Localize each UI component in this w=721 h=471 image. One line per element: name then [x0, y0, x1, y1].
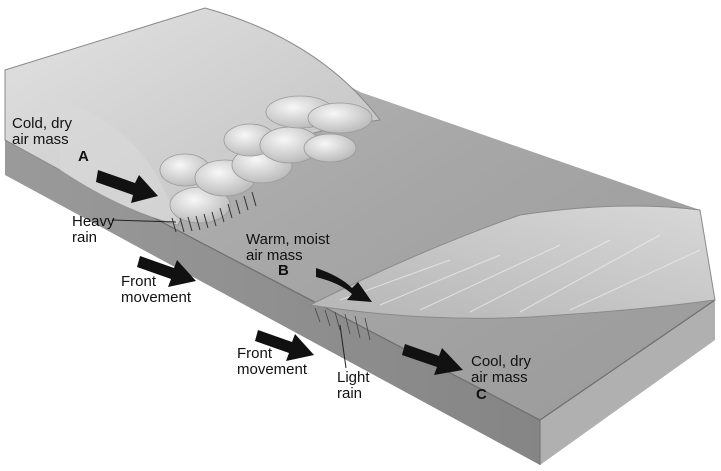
warm-air-mass-label: Warm, moist air mass	[246, 231, 330, 264]
light-rain-label: Light rain	[337, 369, 370, 402]
light-rain-streaks	[314, 307, 371, 341]
front-movement-label-1: Front movement	[121, 273, 192, 306]
ground-side-face	[540, 300, 715, 465]
rain-streaks-icon	[171, 191, 257, 233]
heavy-rain-leader	[111, 219, 177, 223]
air-mass-b-letter: B	[278, 262, 289, 279]
cold-air-mass-label: Cold, dry air mass	[12, 115, 73, 148]
warm-front-texture	[339, 234, 701, 313]
light-rain-leader	[339, 324, 347, 369]
air-mass-c-letter: C	[476, 386, 487, 403]
arrow-right-down-icon	[96, 170, 463, 375]
cloud-icon	[159, 95, 373, 224]
heavy-rain-label: Heavy rain	[72, 213, 115, 246]
air-mass-a-letter: A	[78, 148, 89, 165]
cool-air-mass-label: Cool, dry air mass	[471, 353, 532, 386]
front-movement-label-2: Front movement	[237, 345, 308, 378]
